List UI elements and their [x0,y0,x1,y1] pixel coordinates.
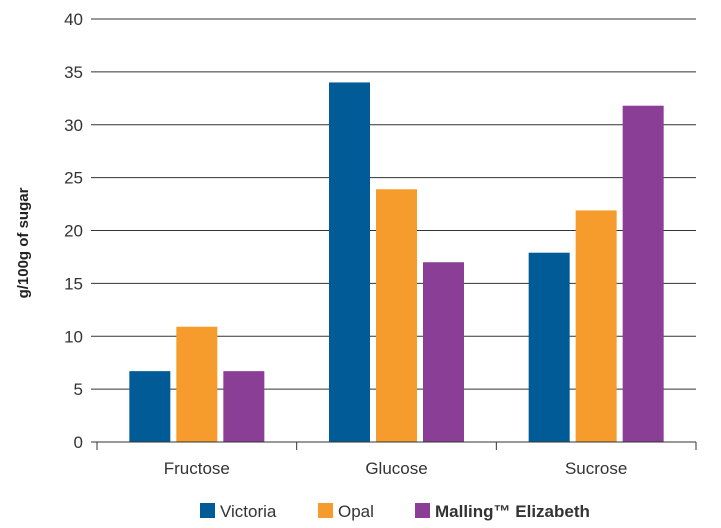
bar-fructose-1 [129,371,171,442]
y-tick-label: 35 [64,63,83,82]
y-axis-title: g/100g of sugar [15,187,32,298]
bar-sucrose-3 [622,105,664,442]
bar-fructose-2 [176,326,218,442]
y-axis-ticks: 0 5 10 15 20 25 30 35 40 [64,10,83,452]
x-tick-label: Glucose [365,459,427,478]
legend-label: Opal [338,502,374,521]
x-axis [91,441,697,450]
legend-swatch [318,503,333,518]
legend-swatch [200,503,215,518]
y-tick-label: 40 [64,10,83,29]
bar-fructose-3 [223,371,265,442]
legend: Victoria Opal Malling™ Elizabeth [200,502,590,521]
y-tick-label: 15 [64,274,83,293]
bars [129,82,664,442]
y-tick-label: 5 [74,380,83,399]
bar-glucose-2 [376,189,417,442]
y-tick-label: 30 [64,116,83,135]
bar-sucrose-1 [528,252,570,442]
x-tick-label: Fructose [164,459,230,478]
y-tick-label: 20 [64,222,83,241]
y-tick-label: 0 [74,433,83,452]
y-tick-label: 10 [64,327,83,346]
x-tick-label: Sucrose [565,459,627,478]
legend-label: Malling™ Elizabeth [435,502,590,521]
bar-sucrose-2 [575,210,617,442]
bar-glucose-3 [423,262,464,442]
legend-swatch [415,503,430,518]
x-axis-labels: Fructose Glucose Sucrose [164,459,628,478]
bar-glucose-1 [329,82,370,442]
legend-label: Victoria [220,502,277,521]
y-tick-label: 25 [64,169,83,188]
